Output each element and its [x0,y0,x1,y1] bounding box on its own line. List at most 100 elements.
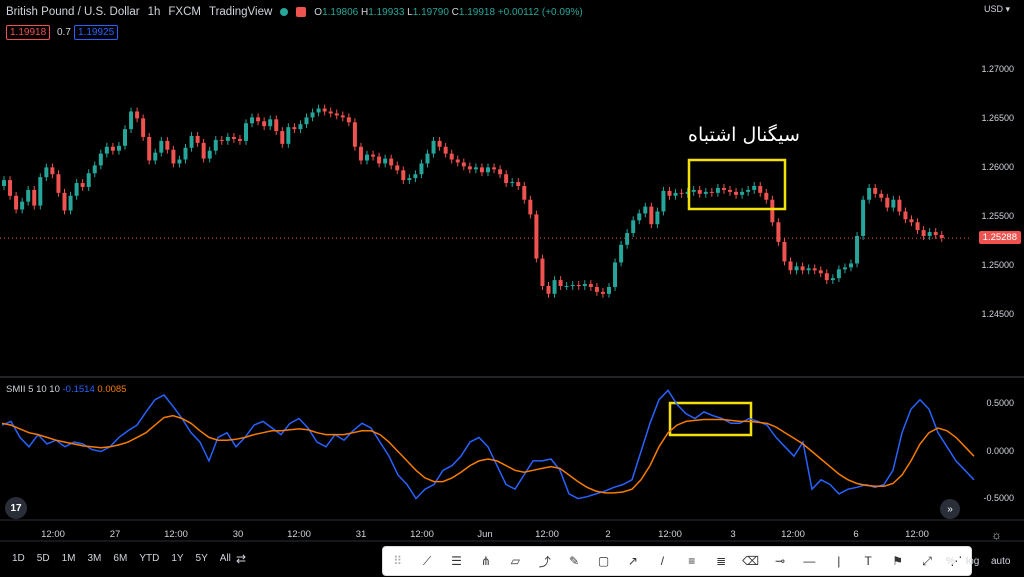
rectangle-icon[interactable]: ▢ [597,554,610,568]
fib-extension-icon[interactable]: ≣ [716,554,727,568]
timeframe-ytd[interactable]: YTD [139,553,160,564]
candle-body [800,266,805,271]
pitchfork-icon[interactable]: ⋔ [480,554,491,568]
timeframe-6m[interactable]: 6M [113,553,128,564]
polyline-icon[interactable]: ↗ [627,554,638,568]
auto-toggle[interactable]: auto [991,556,1011,567]
eraser-icon[interactable]: ⌫ [742,554,760,568]
candle-body [885,197,890,208]
candle-body [655,211,660,225]
candle-body [371,154,376,157]
candle-body [758,185,763,193]
symbol-name[interactable]: British Pound / U.S. Dollar [6,6,140,18]
candle-body [86,173,91,187]
candle-body [631,220,636,234]
horizontal-line-icon[interactable]: — [803,554,816,568]
candle-body [110,146,115,151]
time-axis-label: 30 [232,529,244,540]
candle-body [486,167,490,173]
candle-body [903,211,908,220]
annotation-text[interactable]: سیگنال اشتباه [688,124,800,146]
buy-button[interactable]: 1.19925 [74,25,119,40]
candle-body [395,165,400,171]
candle-body [691,189,696,192]
interval-label[interactable]: 1h [147,6,161,18]
scroll-right-button[interactable]: » [940,499,960,519]
timeframe-5y[interactable]: 5Y [195,553,208,564]
drag-handle-icon[interactable]: ⠿ [393,554,403,568]
tradingview-logo[interactable]: 17 [5,497,27,519]
indicator-legend[interactable]: SMII 5 10 10 -0.1514 0.0085 [6,384,127,395]
candle-body [709,191,714,193]
candle-body [135,111,140,119]
candle-body [473,167,478,170]
fan-icon[interactable]: ⋰ [950,554,963,568]
sell-button[interactable]: 1.19918 [6,25,51,40]
candle-body [56,174,61,193]
time-axis-label: 12:00 [658,529,682,540]
candle-body [613,262,618,287]
date-range-icon[interactable]: ⇄ [236,552,247,566]
candle-body [855,235,860,264]
brush-icon[interactable]: ✎ [569,554,580,568]
candle-body [685,191,690,194]
candle-body [365,154,369,161]
candle-body [921,230,926,236]
currency-selector[interactable]: USD ▾ [983,4,1010,14]
candle-body [534,214,539,259]
candle-body [504,174,509,184]
candle-body [74,183,79,196]
timeframe-all[interactable]: All [219,553,231,564]
spread-value: 0.7 [57,27,71,38]
timeframe-1m[interactable]: 1M [61,553,76,564]
candle-body [413,174,418,179]
fib-icon[interactable]: ≡ [688,554,696,568]
horizontal-ray-icon[interactable]: ⊸ [774,554,786,568]
settings-icon[interactable]: ☼ [991,528,1002,542]
candle-body [546,285,551,294]
drawing-toolbar: ⠿ ⟋ ☰ ⋔ ▱ ⤴ ✎ ▢ ↗ / ≡ ≣ ⌫ ⊸ — | T ⚑ ⤢ ⋰ [382,546,972,576]
candle-body [443,146,448,154]
log-toggle[interactable]: log [966,556,980,567]
trend-line-icon[interactable]: ⟋ [422,553,432,568]
candle-body [62,192,67,211]
candle-body [189,135,194,148]
broker-label: FXCM [168,6,201,18]
candle-body [776,222,781,242]
candle-body [734,191,739,195]
candle-body [383,158,388,164]
source-label: TradingView [208,6,273,18]
candle-body [407,178,412,181]
timeframe-5d[interactable]: 5D [36,553,50,564]
candle-body [909,219,914,223]
market-status-icon[interactable] [280,8,289,16]
indicator-axis-label: 0.5000 [986,398,1014,409]
timeframe-1y[interactable]: 1Y [171,553,184,564]
candle-body [129,111,134,130]
time-axis-label: 31 [355,529,367,540]
eye-icon[interactable] [296,7,307,17]
channel-icon[interactable]: ▱ [510,554,520,568]
percent-toggle[interactable]: % [946,556,955,567]
ray-icon[interactable]: / [660,554,665,568]
candle-body [607,286,611,294]
timeframe-1d[interactable]: 1D [12,553,25,564]
candle-body [806,268,811,271]
candle-body [195,135,200,143]
measure-icon[interactable]: ⤢ [922,553,932,568]
timeframe-3m[interactable]: 3M [87,553,102,564]
candle-body [528,199,533,215]
flag-icon[interactable]: ⚑ [892,554,903,568]
candle-body [721,187,726,190]
time-axis-label: 12:00 [535,529,559,540]
candle-body [340,115,345,118]
candle-body [455,159,460,163]
vertical-line-icon[interactable]: | [837,554,841,568]
text-icon[interactable]: T [864,554,872,568]
horizontal-lines-icon[interactable]: ☰ [451,554,462,568]
path-icon[interactable]: ⤴ [538,554,551,569]
candle-body [26,189,31,202]
candle-body [891,199,896,208]
candle-body [552,280,557,294]
